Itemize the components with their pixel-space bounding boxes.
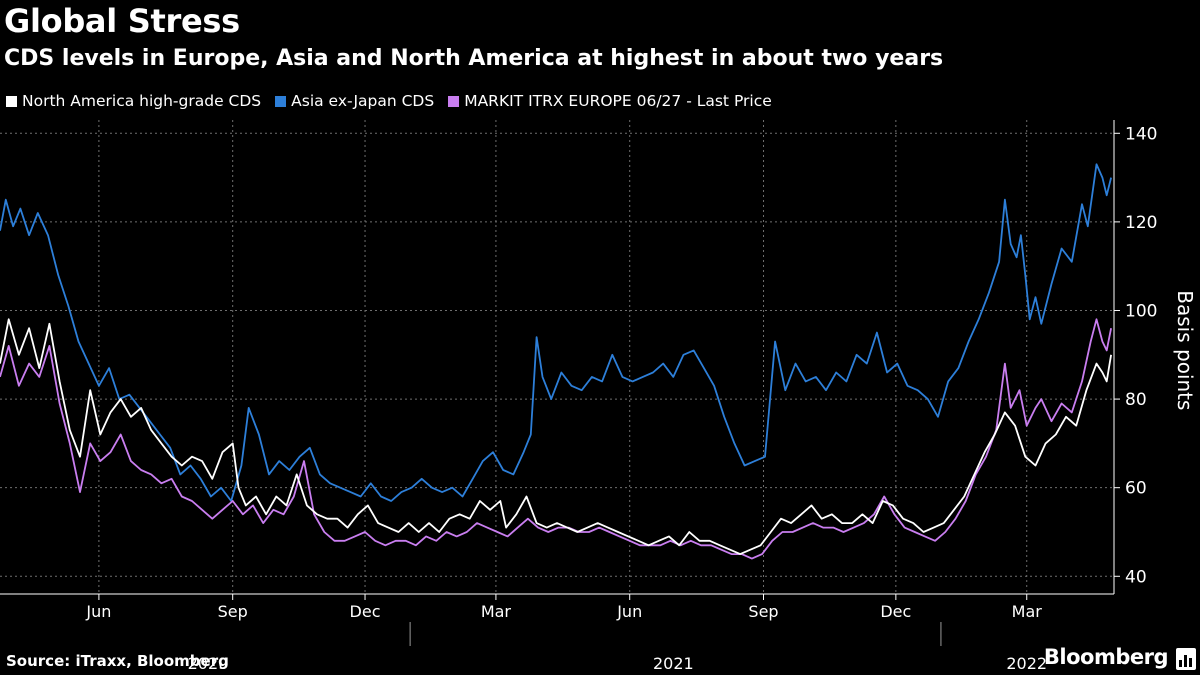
bloomberg-terminal-icon [1176, 648, 1196, 670]
legend-label-north-america: North America high-grade CDS [22, 92, 262, 110]
chart-subtitle: CDS levels in Europe, Asia and North Ame… [4, 46, 944, 71]
x-tick-label: Dec [350, 602, 381, 621]
series-line-north-america [0, 318, 1112, 555]
legend-label-europe: MARKIT ITRX EUROPE 06/27 - Last Price [464, 92, 772, 110]
source-note: Source: iTraxx, Bloomberg [6, 652, 229, 670]
legend: North America high-grade CDS Asia ex-Jap… [6, 90, 786, 112]
series-line-asia [0, 163, 1112, 502]
y-tick-label: 140 [1125, 124, 1157, 144]
legend-swatch-europe [448, 95, 460, 107]
bloomberg-logo: Bloomberg [1043, 645, 1169, 669]
y-tick-label: 60 [1125, 479, 1147, 499]
year-label: 2020 [188, 654, 229, 673]
y-tick-label: 40 [1125, 567, 1147, 587]
legend-item-asia: Asia ex-Japan CDS [275, 92, 434, 110]
legend-item-north-america: North America high-grade CDS [6, 92, 261, 110]
y-tick-label: 100 [1125, 301, 1157, 321]
x-tick-label: Jun [616, 602, 642, 621]
y-tick-label: 80 [1125, 390, 1147, 410]
x-tick-label: Sep [218, 602, 248, 621]
legend-label-asia: Asia ex-Japan CDS [291, 92, 435, 110]
x-tick-label: Mar [1012, 602, 1043, 621]
year-label: 2021 [653, 654, 694, 673]
x-tick-label: Jun [85, 602, 111, 621]
x-tick-label: Dec [880, 602, 911, 621]
legend-item-europe: MARKIT ITRX EUROPE 06/27 - Last Price [448, 92, 772, 110]
x-tick-label: Sep [748, 602, 778, 621]
chart-title: Global Stress [4, 2, 240, 40]
y-axis-title: Basis points [1173, 290, 1197, 410]
x-tick-label: Mar [481, 602, 512, 621]
legend-swatch-north-america [6, 95, 17, 107]
year-label: 2022 [1006, 654, 1047, 673]
legend-swatch-asia [275, 95, 287, 107]
y-tick-label: 120 [1125, 213, 1157, 233]
